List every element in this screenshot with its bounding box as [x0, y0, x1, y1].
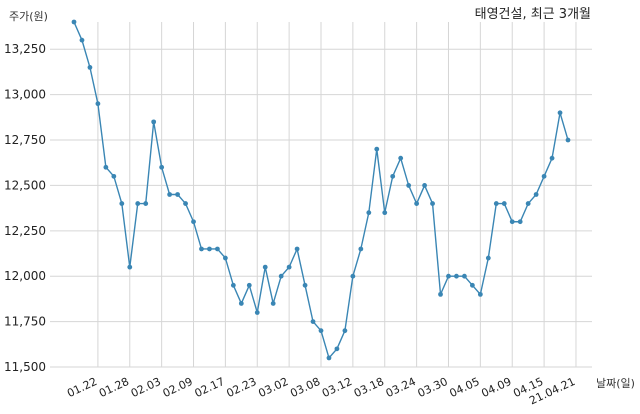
y-tick-label: 12,250	[4, 224, 46, 238]
y-tick-label: 13,250	[4, 42, 46, 56]
data-point	[159, 164, 165, 170]
x-tick-label: 02.03	[129, 375, 163, 400]
data-point	[95, 101, 101, 107]
x-tick-label: 01.22	[65, 375, 99, 400]
data-point	[430, 201, 435, 206]
data-point	[199, 246, 204, 252]
data-point	[493, 201, 499, 206]
data-point	[533, 192, 539, 197]
y-axis-ticks: 11,500 11,750 12,000 12,250 12,500 12,750 13,0…	[4, 42, 46, 374]
y-tick-label: 11,500	[4, 360, 46, 374]
data-point	[286, 264, 292, 270]
data-point	[509, 219, 515, 225]
data-point	[310, 319, 316, 325]
data-point	[135, 201, 141, 206]
data-point	[525, 201, 531, 206]
data-point	[549, 155, 555, 161]
data-point	[222, 255, 228, 261]
data-point	[183, 201, 188, 206]
data-point	[438, 291, 443, 297]
data-point	[230, 282, 236, 288]
data-point	[422, 183, 427, 188]
data-point	[390, 173, 396, 179]
x-tick-label: 01.28	[97, 375, 131, 400]
x-tick-label: 04.09	[479, 375, 513, 400]
data-point	[318, 328, 324, 334]
data-point	[151, 119, 157, 125]
data-point	[191, 219, 196, 225]
data-point	[111, 173, 117, 179]
x-tick-label: 04.05	[448, 375, 482, 400]
data-point	[541, 173, 547, 179]
price-series-points	[71, 19, 571, 361]
chart-title: 태영건설, 최근 3개월	[475, 7, 591, 22]
data-point	[565, 137, 571, 143]
data-point	[446, 273, 451, 279]
x-tick-label: 03.18	[352, 375, 386, 400]
data-point	[79, 37, 85, 43]
data-point	[294, 246, 300, 252]
x-tick-label: 03.24	[384, 375, 418, 400]
x-tick-label: 03.02	[256, 375, 290, 400]
data-point	[143, 201, 149, 206]
x-tick-label: 02.23	[224, 375, 258, 400]
y-tick-label: 12,000	[4, 269, 46, 283]
data-point	[254, 310, 260, 315]
data-point	[167, 192, 173, 197]
data-point	[358, 246, 364, 252]
data-point	[462, 273, 467, 279]
data-point	[302, 282, 308, 288]
data-point	[382, 210, 388, 216]
data-point	[278, 273, 284, 279]
data-point	[103, 164, 109, 170]
data-point	[414, 201, 420, 206]
x-tick-label: 02.09	[161, 375, 195, 400]
data-point	[517, 219, 523, 225]
x-tick-label: 03.08	[288, 375, 322, 400]
x-axis-label: 날짜(일)	[596, 376, 635, 390]
data-point	[366, 210, 372, 216]
data-point	[127, 264, 133, 270]
y-axis-label: 주가(원)	[9, 10, 48, 23]
data-point	[238, 301, 244, 306]
x-axis-ticks: 01.2201.2802.0302.0902.1702.2303.0203.08…	[65, 375, 577, 407]
x-tick-label: 03.30	[416, 375, 450, 400]
data-point	[469, 282, 475, 288]
y-tick-label: 11,750	[4, 315, 46, 329]
data-point	[406, 183, 412, 188]
data-point	[119, 201, 125, 206]
data-point	[270, 301, 276, 306]
data-point	[342, 328, 348, 334]
y-tick-label: 12,750	[4, 133, 46, 147]
x-tick-label: 03.12	[320, 375, 354, 400]
data-point	[557, 110, 563, 116]
y-tick-label: 13,000	[4, 88, 46, 102]
data-point	[71, 19, 77, 25]
x-tick-label: 02.17	[193, 375, 227, 400]
data-point	[215, 246, 220, 252]
data-point	[262, 264, 268, 270]
data-point	[398, 155, 404, 161]
grid-lines	[50, 22, 592, 368]
data-point	[485, 255, 491, 261]
data-point	[477, 291, 483, 297]
y-tick-label: 12,500	[4, 178, 46, 192]
data-point	[175, 192, 180, 197]
data-point	[246, 282, 252, 288]
data-point	[501, 201, 507, 206]
data-point	[207, 246, 212, 252]
data-point	[350, 273, 356, 279]
data-point	[326, 355, 332, 361]
data-point	[87, 64, 93, 70]
data-point	[334, 346, 340, 352]
data-point	[454, 273, 459, 279]
data-point	[374, 146, 380, 152]
